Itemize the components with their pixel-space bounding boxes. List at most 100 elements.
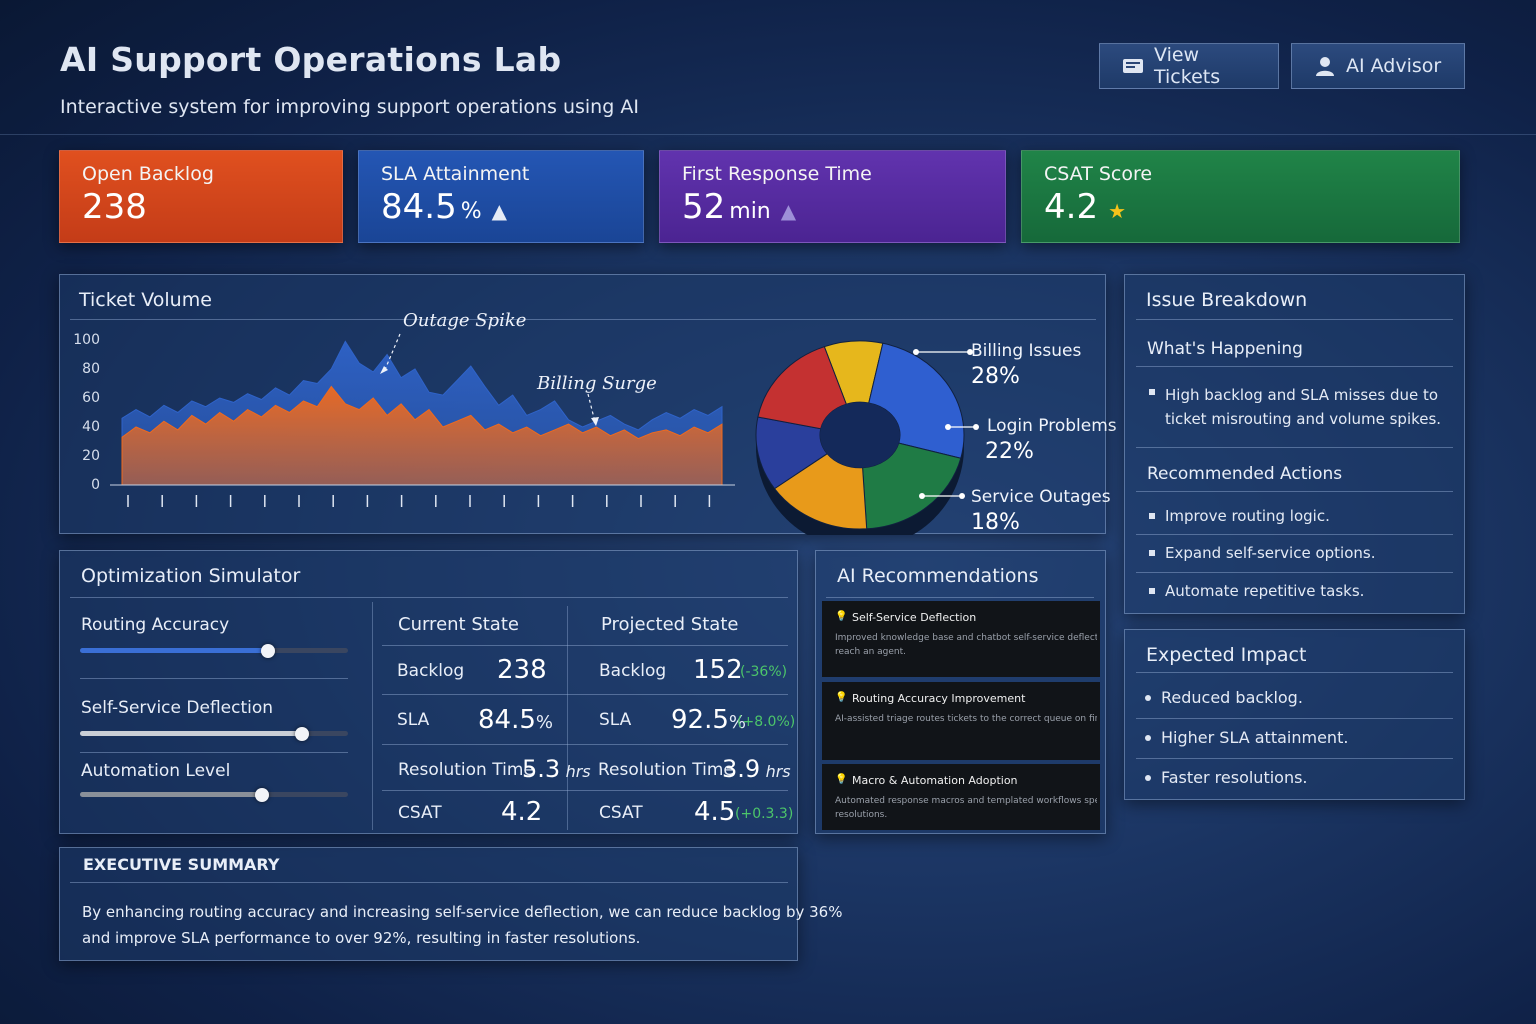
- lightbulb-icon: 💡: [835, 692, 848, 703]
- user-icon: [1316, 57, 1334, 76]
- kpi-open-backlog: Open Backlog 238: [59, 150, 343, 243]
- row-label: Resolution Time: [598, 760, 734, 780]
- panel-divider: [382, 744, 788, 745]
- impact-label: Faster resolutions.: [1161, 768, 1308, 787]
- bullet-icon: [1149, 588, 1155, 594]
- delta-value: (+0.3.3): [735, 806, 794, 822]
- action-item: Automate repetitive tasks.: [1149, 582, 1364, 600]
- issue-breakdown-title: Issue Breakdown: [1146, 289, 1308, 311]
- summary-line: By enhancing routing accuracy and increa…: [82, 903, 843, 921]
- panel-divider: [70, 319, 1096, 320]
- pie-pct-login: 22%: [985, 439, 1034, 464]
- slider-handle[interactable]: [255, 788, 269, 802]
- recommendation-card[interactable]: 💡 Macro & Automation Adoption Automated …: [822, 764, 1100, 830]
- panel-divider: [1136, 366, 1453, 367]
- ai-advisor-label: AI Advisor: [1346, 55, 1442, 77]
- description-line: Automated response macros and templated …: [835, 796, 1097, 806]
- impact-item: Higher SLA attainment.: [1145, 728, 1348, 747]
- y-tick-label: 60: [82, 390, 100, 406]
- kpi-value: 4.2: [1044, 187, 1099, 227]
- action-label: Automate repetitive tasks.: [1165, 582, 1365, 600]
- slider-fill: [80, 648, 268, 653]
- page-subtitle: Interactive system for improving support…: [60, 96, 639, 118]
- current-state-title: Current State: [398, 614, 519, 635]
- unit: %: [535, 712, 553, 733]
- projected-state-title: Projected State: [601, 614, 739, 635]
- recommendation-description: Automated response macros and templated …: [835, 794, 1097, 822]
- bullet-icon: [1149, 389, 1155, 395]
- ticket-volume-title: Ticket Volume: [79, 289, 212, 311]
- current-value: 84.5: [478, 705, 536, 735]
- area-series-1: [121, 385, 723, 486]
- state-column-divider: [567, 606, 568, 830]
- panel-divider: [826, 597, 1094, 598]
- panel-divider: [1136, 447, 1453, 448]
- kpi-label: CSAT Score: [1044, 163, 1153, 185]
- summary-line: and improve SLA performance to over 92%,…: [82, 929, 641, 947]
- y-tick-label: 40: [82, 419, 100, 435]
- kpi-unit: %: [460, 199, 482, 224]
- expected-impact-title: Expected Impact: [1146, 644, 1307, 666]
- projected-value: 4.5: [694, 797, 736, 827]
- kpi-csat-score: CSAT Score 4.2 ★: [1021, 150, 1460, 243]
- kpi-label: Open Backlog: [82, 163, 214, 185]
- panel-divider: [1136, 534, 1453, 535]
- y-tick-label: 0: [91, 477, 100, 493]
- whats-happening-title: What's Happening: [1147, 339, 1303, 359]
- recommendation-card[interactable]: 💡 Routing Accuracy Improvement AI-assist…: [822, 682, 1100, 760]
- annotation-outage-spike: Outage Spike: [403, 310, 527, 331]
- view-tickets-button[interactable]: View Tickets: [1099, 43, 1279, 89]
- expected-impact-panel: [1124, 629, 1465, 800]
- pie-pct-outages: 18%: [971, 510, 1020, 535]
- lightbulb-icon: 💡: [835, 774, 848, 785]
- row-label: SLA: [599, 710, 632, 730]
- kpi-label: First Response Time: [682, 163, 872, 185]
- impact-label: Higher SLA attainment.: [1161, 728, 1349, 747]
- panel-divider: [382, 790, 788, 791]
- action-item: Improve routing logic.: [1149, 507, 1330, 525]
- kpi-label: SLA Attainment: [381, 163, 530, 185]
- recommendation-title: Routing Accuracy Improvement: [852, 692, 1026, 705]
- unit: hrs: [565, 762, 591, 781]
- bullet-icon: [1145, 775, 1151, 781]
- pie-label-login: Login Problems: [987, 416, 1117, 436]
- slider-handle[interactable]: [261, 644, 275, 658]
- y-tick-label: 20: [82, 448, 100, 464]
- up-arrow-icon: ▲: [491, 199, 507, 223]
- executive-summary-text: By enhancing routing accuracy and increa…: [82, 899, 842, 951]
- recommendation-card[interactable]: 💡 Self-Service Deflection Improved knowl…: [822, 601, 1100, 677]
- delta-value: (+8.0%): [737, 714, 796, 730]
- ai-advisor-button[interactable]: AI Advisor: [1291, 43, 1465, 89]
- executive-summary-panel: [59, 847, 798, 961]
- row-label: Backlog: [599, 661, 667, 681]
- recommended-actions-title: Recommended Actions: [1147, 464, 1343, 484]
- pie-label-outages: Service Outages: [971, 487, 1111, 507]
- whats-happening-line: High backlog and SLA misses due to: [1165, 386, 1439, 404]
- recommendation-title: Self-Service Deflection: [852, 611, 977, 624]
- up-arrow-icon: ▲: [780, 199, 797, 223]
- donut-hole: [820, 402, 900, 468]
- projected-value-group: 92.5%: [671, 705, 746, 735]
- delta-value: (-36%): [740, 664, 788, 680]
- slider-handle[interactable]: [295, 727, 309, 741]
- current-value: 4.2: [501, 797, 543, 827]
- projected-value-group: 3.9 hrs: [722, 755, 791, 783]
- optimization-simulator-panel: [59, 550, 798, 834]
- panel-divider: [1136, 572, 1453, 573]
- panel-divider: [1136, 491, 1453, 492]
- current-value-group: 84.5%: [478, 705, 553, 735]
- action-label: Improve routing logic.: [1165, 507, 1330, 525]
- current-value-group: 5.3 hrs: [522, 755, 591, 783]
- lightbulb-icon: 💡: [835, 611, 848, 622]
- panel-divider: [70, 882, 788, 883]
- description-line: resolutions.: [835, 810, 888, 820]
- annotation-billing-surge: Billing Surge: [537, 373, 657, 394]
- simulator-column-divider: [372, 602, 373, 830]
- projected-value: 3.9: [722, 755, 761, 783]
- issue-pie-chart: [755, 340, 965, 535]
- view-tickets-label: View Tickets: [1154, 44, 1221, 88]
- annotation-arrows: [380, 333, 599, 426]
- kpi-value: 52: [682, 187, 726, 227]
- panel-divider: [1136, 319, 1453, 320]
- panel-divider: [1136, 672, 1453, 673]
